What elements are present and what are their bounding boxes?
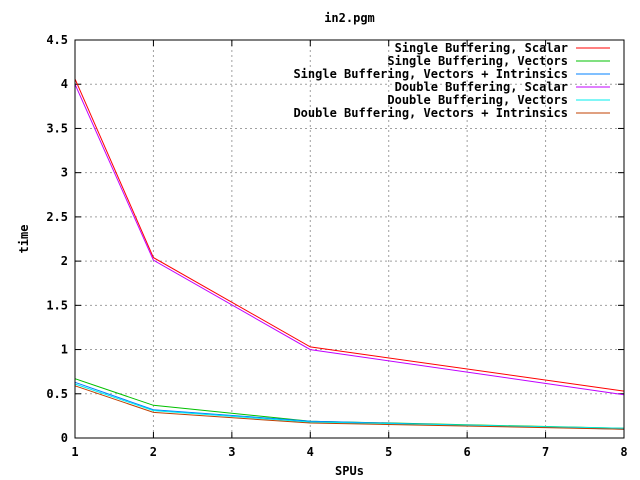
series-lines: [74, 78, 625, 430]
x-tick-label-5: 6: [464, 445, 471, 459]
chart-title: in2.pgm: [324, 11, 375, 25]
y-tick-label-1: 0.5: [46, 387, 68, 401]
y-tick-label-8: 4: [61, 77, 68, 91]
x-tick-label-3: 4: [307, 445, 314, 459]
axis-ticks: [74, 39, 625, 439]
x-tick-label-6: 7: [542, 445, 549, 459]
series-line-1: [74, 378, 625, 429]
x-axis-label: SPUs: [335, 464, 364, 478]
legend-label-0: Single Buffering, Scalar: [395, 41, 568, 55]
y-tick-label-3: 1.5: [46, 298, 68, 312]
x-tick-label-1: 2: [150, 445, 157, 459]
y-tick-label-6: 3: [61, 166, 68, 180]
legend-label-1: Single Buffering, Vectors: [387, 54, 568, 68]
y-tick-label-7: 3.5: [46, 121, 68, 135]
x-tick-label-4: 5: [385, 445, 392, 459]
y-axis-label: time: [17, 225, 31, 254]
legend-label-5: Double Buffering, Vectors + Intrinsics: [293, 106, 568, 120]
x-tick-label-2: 3: [228, 445, 235, 459]
legend-label-4: Double Buffering, Vectors: [387, 93, 568, 107]
y-tick-label-5: 2.5: [46, 210, 68, 224]
y-tick-label-2: 1: [61, 343, 68, 357]
tick-labels: 0 0.5 1 1.5 2 2.5 3 3.5 4 4.5 1 2 3 4 5 6 7 8: [46, 33, 627, 459]
x-tick-label-0: 1: [71, 445, 78, 459]
series-line-5: [74, 385, 625, 430]
series-line-0: [74, 78, 625, 392]
y-tick-label-4: 2: [61, 254, 68, 268]
plot-frame: [74, 39, 625, 439]
legend-label-2: Single Buffering, Vectors + Intrinsics: [293, 67, 568, 81]
series-line-4: [74, 383, 625, 429]
grid: [75, 40, 624, 438]
x-tick-label-7: 8: [620, 445, 627, 459]
y-tick-label-9: 4.5: [46, 33, 68, 47]
series-line-3: [74, 83, 625, 396]
y-tick-label-0: 0: [61, 431, 68, 445]
legend-label-3: Double Buffering, Scalar: [395, 80, 568, 94]
